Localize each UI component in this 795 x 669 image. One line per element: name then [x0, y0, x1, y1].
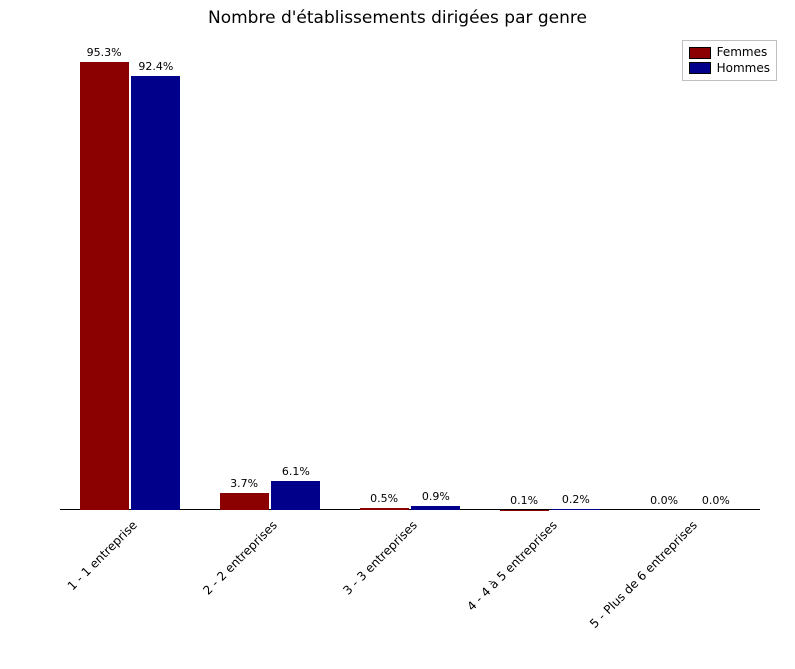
- legend-swatch-hommes: [689, 62, 711, 74]
- legend-label-femmes: Femmes: [717, 45, 768, 61]
- xtick-label-2: 3 - 3 entreprises: [269, 518, 420, 669]
- bar-hommes-2: [411, 506, 460, 510]
- xtick-label-1: 2 - 2 entreprises: [129, 518, 280, 669]
- plot-area: 95.3% 3.7% 0.5% 0.1% 0.0% 92.4% 6.1% 0.9% 0.2% 0.…: [60, 40, 760, 510]
- bar-hommes-1: [271, 481, 320, 510]
- legend-item-hommes: Hommes: [689, 61, 770, 77]
- legend-swatch-femmes: [689, 47, 711, 59]
- chart-title-text: Nombre d'établissements dirigées par gen…: [208, 8, 587, 28]
- bar-label-hommes-4: 0.0%: [691, 494, 741, 507]
- chart-title: Nombre d'établissements dirigées par gen…: [0, 8, 795, 28]
- bar-femmes-2: [360, 508, 409, 510]
- bar-hommes-3: [551, 509, 600, 510]
- legend: FemmesHommes: [682, 40, 777, 81]
- bar-femmes-0: [80, 62, 129, 510]
- bar-femmes-1: [220, 493, 269, 510]
- xtick-label-0: 1 - 1 entreprise: [0, 518, 140, 669]
- bar-label-femmes-4: 0.0%: [639, 494, 689, 507]
- xtick-label-4: 5 - Plus de 6 entreprises: [549, 518, 700, 669]
- bar-hommes-0: [131, 76, 180, 510]
- bar-label-femmes-3: 0.1%: [499, 494, 549, 507]
- legend-label-hommes: Hommes: [717, 61, 770, 77]
- bar-label-hommes-1: 6.1%: [271, 465, 321, 478]
- bar-label-hommes-0: 92.4%: [131, 60, 181, 73]
- bar-label-hommes-3: 0.2%: [551, 493, 601, 506]
- legend-item-femmes: Femmes: [689, 45, 770, 61]
- xtick-label-3: 4 - 4 à 5 entreprises: [409, 518, 560, 669]
- bar-label-hommes-2: 0.9%: [411, 490, 461, 503]
- bar-label-femmes-2: 0.5%: [359, 492, 409, 505]
- bar-label-femmes-0: 95.3%: [79, 46, 129, 59]
- bar-label-femmes-1: 3.7%: [219, 477, 269, 490]
- figure: Nombre d'établissements dirigées par gen…: [0, 0, 795, 643]
